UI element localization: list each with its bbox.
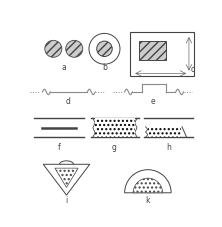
Text: k: k xyxy=(146,196,150,205)
Text: c: c xyxy=(191,65,195,74)
Bar xyxy=(139,41,166,59)
Text: a: a xyxy=(62,63,67,72)
Text: h: h xyxy=(166,143,171,152)
Text: i: i xyxy=(65,196,68,205)
Circle shape xyxy=(45,40,62,57)
Wedge shape xyxy=(133,178,163,193)
Polygon shape xyxy=(43,164,90,195)
Circle shape xyxy=(66,40,83,57)
Circle shape xyxy=(89,33,120,64)
Circle shape xyxy=(97,41,112,57)
Text: g: g xyxy=(112,143,117,152)
Text: e: e xyxy=(151,97,156,106)
Text: d: d xyxy=(66,97,71,106)
Text: b: b xyxy=(102,63,107,72)
Bar xyxy=(95,118,135,137)
Polygon shape xyxy=(55,168,78,188)
Text: f: f xyxy=(57,143,60,152)
Bar xyxy=(130,32,194,76)
Wedge shape xyxy=(125,170,171,193)
Bar xyxy=(148,127,181,137)
